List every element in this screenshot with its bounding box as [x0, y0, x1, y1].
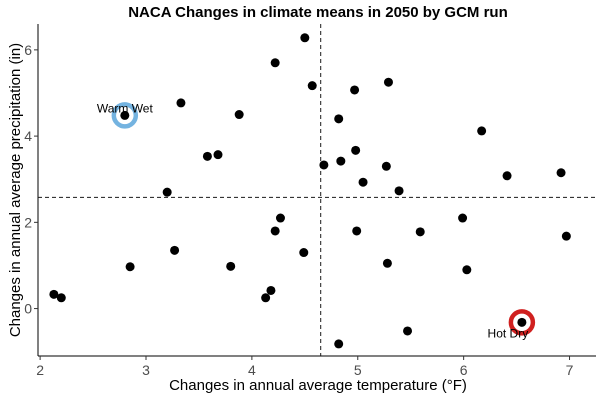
data-point — [213, 150, 223, 160]
y-axis-ticks: 0 2 4 6 — [24, 42, 38, 317]
data-point — [458, 213, 468, 223]
data-point — [170, 245, 180, 255]
data-point — [300, 33, 310, 43]
data-point — [120, 110, 130, 120]
data-point — [351, 145, 361, 155]
data-point — [352, 226, 362, 236]
data-point — [382, 258, 392, 268]
data-point — [270, 226, 280, 236]
data-point — [234, 110, 244, 120]
data-point — [383, 77, 393, 87]
data-point — [56, 293, 66, 303]
data-points — [49, 33, 571, 349]
data-point — [125, 262, 135, 272]
data-point — [334, 339, 344, 349]
data-point — [350, 85, 360, 95]
data-point — [415, 227, 425, 237]
highlight-label: Hot Dry — [488, 326, 529, 340]
highlight-ring — [111, 102, 139, 129]
highlight-ring — [508, 309, 536, 336]
data-point — [299, 248, 309, 258]
data-point — [176, 98, 186, 108]
data-point — [266, 285, 276, 295]
data-point — [319, 160, 329, 170]
x-tick-label: 5 — [354, 362, 362, 378]
data-point — [517, 317, 527, 327]
data-point — [394, 186, 404, 196]
data-point — [556, 168, 566, 178]
x-tick-label: 6 — [460, 362, 468, 378]
x-axis-label: Changes in annual average temperature (°… — [169, 377, 467, 394]
data-point — [162, 187, 172, 197]
y-tick-label: 6 — [24, 42, 32, 58]
data-point — [336, 156, 346, 166]
data-point — [502, 171, 512, 181]
data-point — [358, 177, 368, 187]
data-point — [202, 151, 212, 161]
data-point — [307, 81, 317, 91]
data-point — [477, 126, 487, 136]
x-tick-label: 4 — [248, 362, 256, 378]
x-tick-label: 3 — [142, 362, 150, 378]
y-axis-label: Changes in annual average precipitation … — [7, 43, 24, 337]
data-point — [261, 293, 271, 303]
data-point — [226, 261, 236, 271]
chart-title: NACA Changes in climate means in 2050 by… — [128, 4, 508, 21]
highlight-label: Warm Wet — [97, 101, 154, 115]
data-point — [334, 114, 344, 124]
highlight-markers: Warm Wet Hot Dry — [97, 101, 536, 340]
x-axis-ticks: 2 3 4 5 6 7 — [36, 356, 574, 378]
data-point — [462, 265, 472, 275]
x-tick-label: 7 — [566, 362, 574, 378]
data-point — [270, 58, 280, 68]
y-tick-label: 4 — [24, 128, 32, 144]
x-tick-label: 2 — [36, 362, 44, 378]
data-point — [275, 213, 285, 223]
y-tick-label: 2 — [24, 214, 32, 230]
data-point — [49, 289, 59, 299]
y-tick-label: 0 — [24, 301, 32, 317]
data-point — [403, 326, 413, 336]
data-point — [381, 161, 391, 171]
data-point — [561, 231, 571, 241]
